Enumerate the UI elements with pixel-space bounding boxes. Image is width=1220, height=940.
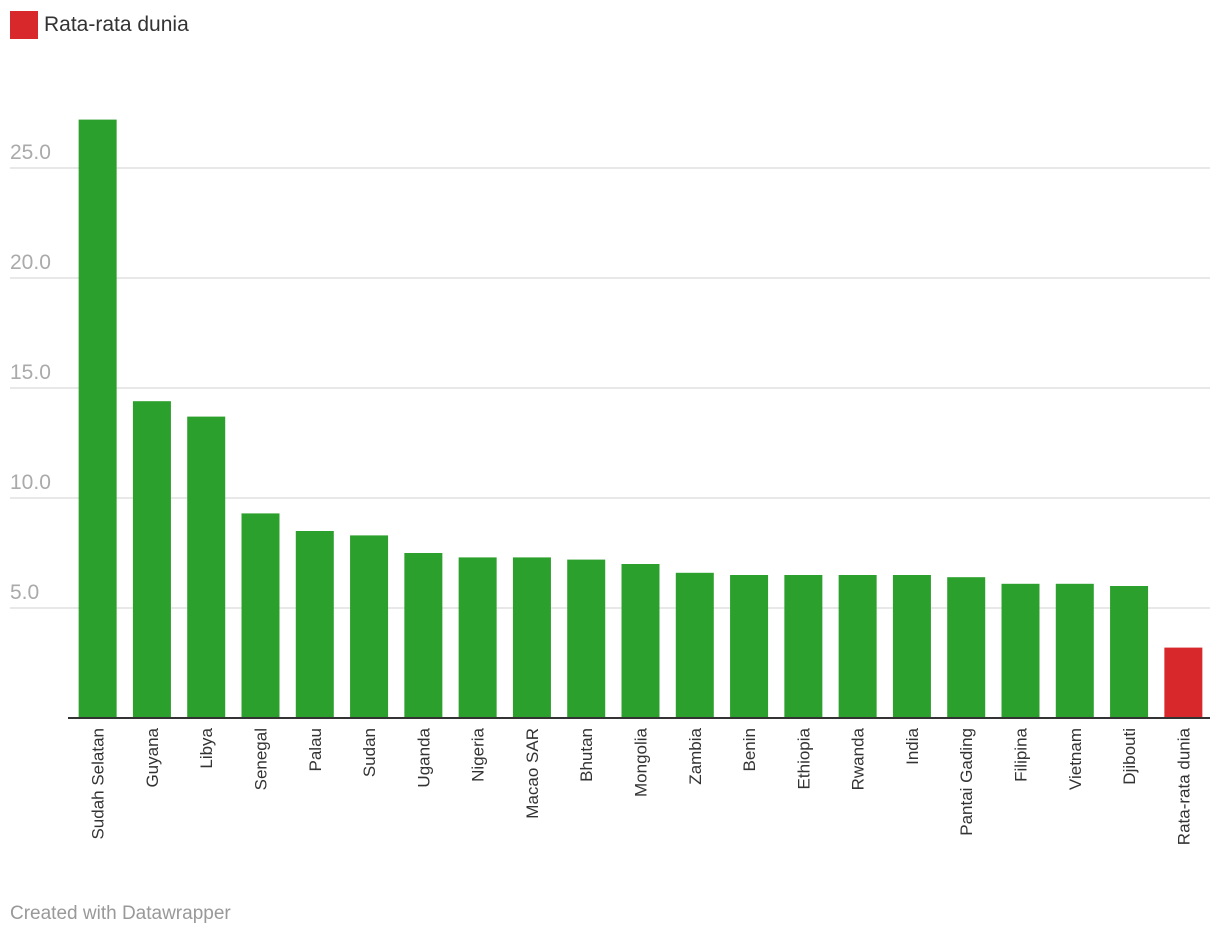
x-tick-label: Macao SAR <box>523 728 542 819</box>
x-tick-label: Bhutan <box>577 728 596 782</box>
y-tick-label: 15.0 <box>10 361 51 384</box>
bar <box>675 572 714 718</box>
legend: Rata-rata dunia <box>10 11 189 39</box>
x-tick-label: Zambia <box>686 727 705 784</box>
x-tick-label: Filipina <box>1012 727 1031 781</box>
x-tick-label: Guyana <box>143 727 162 787</box>
x-tick-label: Sudan <box>360 728 379 777</box>
x-tick-label: Palau <box>306 728 325 771</box>
bar <box>350 535 389 718</box>
bar <box>404 553 443 718</box>
x-tick-label: India <box>903 727 922 764</box>
bar <box>295 531 334 718</box>
x-tick-label: Vietnam <box>1066 728 1085 790</box>
x-tick-label: Sudah Selatan <box>89 728 108 840</box>
x-tick-label: Mongolia <box>632 727 651 797</box>
bar <box>1001 583 1040 718</box>
x-tick-label: Rwanda <box>849 727 868 790</box>
y-tick-label: 20.0 <box>10 251 51 274</box>
x-tick-label: Libya <box>197 727 216 768</box>
bar <box>784 575 823 718</box>
bar <box>132 401 171 718</box>
y-tick-label: 25.0 <box>10 141 51 164</box>
x-tick-label: Uganda <box>414 727 433 787</box>
credit-text: Created with Datawrapper <box>10 903 231 924</box>
legend-label: Rata-rata dunia <box>44 13 189 36</box>
bar <box>241 513 280 718</box>
y-tick-label: 5.0 <box>10 581 39 604</box>
x-tick-label: Rata-rata dunia <box>1174 727 1193 845</box>
legend-swatch <box>10 11 38 39</box>
x-tick-label: Ethiopia <box>794 727 813 789</box>
x-axis-labels: Sudah Selatan Guyana Libya Senegal Palau Suda… <box>89 727 1194 845</box>
bar <box>512 557 551 718</box>
bar <box>1110 586 1149 718</box>
bar <box>947 577 986 718</box>
x-tick-label: Senegal <box>252 728 271 790</box>
x-tick-label: Nigeria <box>469 727 488 781</box>
bar <box>567 559 606 718</box>
bars <box>78 119 1203 719</box>
bar <box>1055 583 1094 718</box>
bar <box>78 119 117 719</box>
x-tick-label: Djibouti <box>1120 728 1139 785</box>
x-tick-label: Pantai Gading <box>957 728 976 836</box>
y-tick-label: 10.0 <box>10 471 51 494</box>
bar <box>1164 647 1203 718</box>
bar <box>621 564 660 718</box>
bar <box>730 575 769 718</box>
bar <box>892 575 931 718</box>
bar <box>838 575 877 718</box>
bar <box>187 416 226 718</box>
bar <box>458 557 497 718</box>
x-tick-label: Benin <box>740 728 759 771</box>
y-axis-ticks: 5.0 10.0 15.0 20.0 25.0 <box>10 141 51 604</box>
